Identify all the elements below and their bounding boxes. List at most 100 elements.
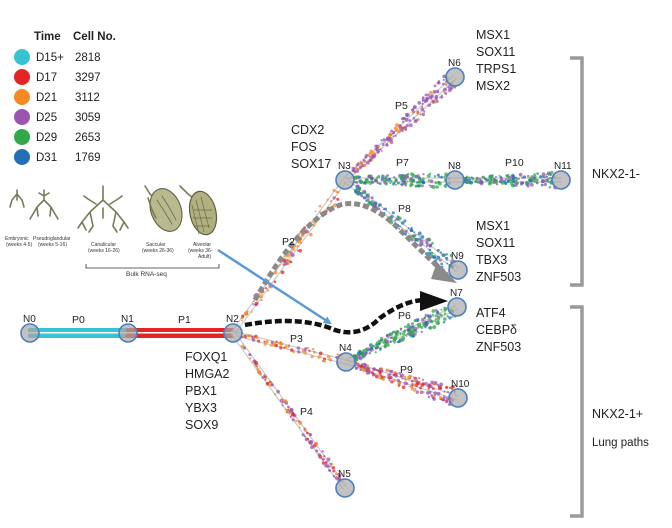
cell-dot bbox=[375, 148, 378, 151]
cell-dot bbox=[273, 280, 277, 284]
stage-canalicular-name: Canalicular bbox=[91, 242, 116, 248]
cell-dot bbox=[375, 176, 379, 179]
alveolar-lung-icon bbox=[179, 185, 218, 236]
cell-dot bbox=[252, 300, 255, 303]
legend-time-label: D15+ bbox=[36, 52, 64, 64]
cell-dot bbox=[326, 198, 329, 201]
pseudoglandular-lung-icon bbox=[29, 189, 59, 220]
cell-dot bbox=[492, 180, 497, 185]
cell-dot bbox=[419, 239, 424, 244]
cell-dot bbox=[415, 390, 419, 394]
cell-dot bbox=[504, 178, 508, 181]
cell-dot bbox=[384, 141, 387, 144]
cell-dot bbox=[432, 100, 436, 103]
cell-dot bbox=[487, 181, 492, 186]
gene-n2-0: FOXQ1 bbox=[185, 350, 227, 364]
path-label-p10: P10 bbox=[505, 157, 524, 169]
cell-dot bbox=[414, 174, 418, 179]
cell-dot bbox=[546, 179, 550, 183]
cell-dot bbox=[279, 341, 283, 346]
cell-dot bbox=[437, 181, 442, 186]
cell-dot bbox=[311, 347, 315, 351]
gene-n6-2: TRPS1 bbox=[476, 62, 516, 76]
cell-dot bbox=[415, 181, 419, 184]
cell-dot bbox=[444, 92, 448, 95]
cell-dot bbox=[377, 145, 380, 148]
cell-dot bbox=[411, 110, 414, 114]
cell-dot bbox=[434, 181, 438, 185]
cell-dot bbox=[368, 180, 373, 185]
cell-dot bbox=[379, 182, 382, 186]
cell-dot bbox=[443, 176, 446, 179]
cell-dot bbox=[428, 318, 432, 323]
cell-dot bbox=[430, 94, 434, 99]
cell-dot bbox=[355, 362, 360, 367]
gene-n6-1: SOX11 bbox=[476, 45, 515, 59]
cell-dot bbox=[436, 383, 440, 387]
cell-dot bbox=[447, 85, 451, 89]
cell-dot bbox=[425, 238, 429, 242]
cell-dot bbox=[408, 333, 412, 337]
cell-dot bbox=[451, 316, 454, 318]
legend-swatch-d25 bbox=[14, 109, 30, 125]
cell-dot bbox=[427, 238, 432, 242]
cell-dot bbox=[405, 334, 408, 337]
cell-dot bbox=[357, 175, 362, 179]
cell-dot bbox=[378, 207, 381, 210]
cell-dot bbox=[393, 126, 398, 130]
cell-dot bbox=[410, 388, 413, 391]
gene-n9-3: ZNF503 bbox=[476, 270, 521, 284]
cell-dot bbox=[297, 350, 301, 354]
cell-dot bbox=[355, 181, 359, 184]
cell-dot bbox=[442, 321, 446, 324]
cell-dot bbox=[443, 312, 447, 315]
cell-dot bbox=[304, 347, 308, 351]
cell-dot bbox=[440, 175, 444, 179]
cell-dot bbox=[432, 382, 436, 386]
cell-dot bbox=[362, 365, 366, 369]
cell-dot bbox=[416, 323, 420, 326]
cell-dot bbox=[413, 119, 418, 124]
cell-dot bbox=[545, 175, 548, 179]
gray-arrow-n3-n9 bbox=[252, 201, 457, 302]
cell-dot bbox=[331, 466, 336, 470]
legend-swatch-d31 bbox=[14, 149, 30, 165]
cell-dot bbox=[421, 96, 425, 100]
cell-dot bbox=[402, 181, 407, 186]
cell-dot bbox=[443, 184, 448, 189]
cell-dot bbox=[384, 207, 388, 211]
cell-dot bbox=[390, 380, 394, 384]
cell-dot bbox=[266, 289, 270, 292]
cell-dot bbox=[385, 334, 389, 337]
stage-embryonic-name: Embryonic bbox=[5, 236, 29, 242]
cell-dot bbox=[403, 381, 408, 386]
stage-embryonic-range: (weeks 4-5) bbox=[6, 242, 32, 248]
cell-dot bbox=[297, 233, 301, 236]
cell-dot bbox=[424, 326, 427, 329]
cell-dot bbox=[315, 449, 319, 453]
cell-dot bbox=[471, 177, 475, 181]
cell-dot bbox=[359, 161, 363, 165]
cell-dot bbox=[417, 231, 422, 236]
cell-dot bbox=[429, 179, 434, 184]
legend-time-label: D25 bbox=[36, 112, 57, 124]
label-nkx2-1-negative: NKX2-1- bbox=[592, 167, 640, 181]
cell-dot bbox=[308, 349, 311, 353]
cell-dot bbox=[359, 364, 364, 369]
cell-dot bbox=[445, 259, 448, 261]
cell-dot bbox=[249, 357, 252, 360]
cell-dot bbox=[380, 374, 383, 377]
cell-dot bbox=[367, 174, 371, 178]
cell-dot bbox=[407, 227, 410, 230]
cell-dot bbox=[374, 144, 378, 149]
legend-time-label: D17 bbox=[36, 72, 57, 84]
cell-dot bbox=[356, 191, 361, 196]
node-circle bbox=[447, 297, 467, 317]
cell-dot bbox=[328, 465, 331, 468]
cell-dot bbox=[254, 301, 259, 306]
cell-dot bbox=[438, 258, 442, 262]
cell-dot bbox=[417, 118, 420, 121]
cell-dot bbox=[363, 181, 366, 184]
cell-dot bbox=[424, 320, 429, 325]
